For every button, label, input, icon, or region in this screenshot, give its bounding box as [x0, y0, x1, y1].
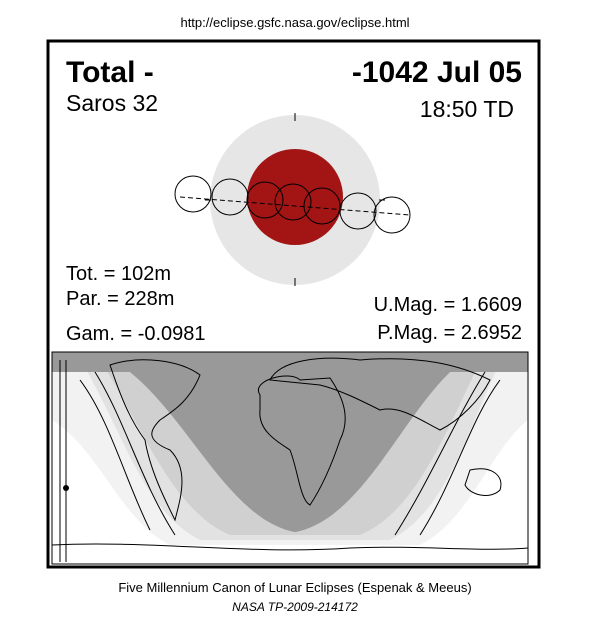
umag: U.Mag. = 1.6609 — [374, 294, 522, 316]
contour — [394, 371, 486, 536]
contour — [94, 371, 176, 536]
contour — [79, 379, 151, 531]
umbra — [247, 149, 343, 245]
world-map — [51, 351, 529, 565]
eurasia — [269, 357, 491, 431]
antarctica — [52, 543, 528, 551]
australia — [464, 468, 502, 496]
map-border — [51, 351, 529, 565]
moon-path — [179, 196, 411, 216]
shadow-diagram — [174, 113, 411, 286]
footer-credit: Five Millennium Canon of Lunar Eclipses … — [118, 580, 471, 595]
totality-zone — [130, 372, 450, 532]
moon — [303, 187, 341, 225]
moon — [246, 181, 284, 219]
moon — [339, 192, 377, 230]
moon — [274, 183, 312, 221]
americas — [109, 359, 201, 522]
moon — [211, 178, 249, 216]
moon — [373, 196, 411, 234]
eclipse-type: Total - — [66, 56, 154, 89]
frame — [46, 39, 541, 569]
moon — [174, 175, 212, 213]
saros: Saros 32 — [66, 90, 158, 116]
tot: Tot. = 102m — [66, 263, 171, 285]
par: Par. = 228m — [66, 288, 174, 310]
africa — [257, 375, 346, 506]
contour — [419, 379, 501, 536]
footer-reference: NASA TP-2009-214172 — [232, 600, 358, 614]
marker — [63, 485, 69, 491]
pmag: P.Mag. = 2.6952 — [377, 322, 522, 344]
time: 18:50 TD — [420, 96, 514, 122]
gam: Gam. = -0.0981 — [66, 323, 206, 345]
url: http://eclipse.gsfc.nasa.gov/eclipse.htm… — [180, 15, 409, 30]
eclipse-date: -1042 Jul 05 — [352, 56, 522, 89]
